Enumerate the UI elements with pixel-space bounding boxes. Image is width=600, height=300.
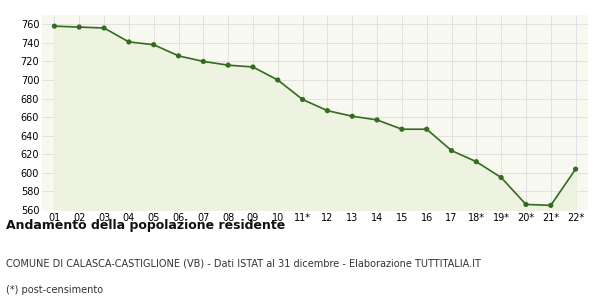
Point: [99, 26, 109, 30]
Point: [149, 42, 158, 47]
Point: [472, 159, 481, 164]
Text: Andamento della popolazione residente: Andamento della popolazione residente: [6, 219, 285, 232]
Point: [223, 63, 233, 68]
Point: [248, 64, 258, 69]
Point: [74, 25, 84, 29]
Point: [546, 203, 556, 208]
Point: [571, 167, 580, 172]
Point: [323, 108, 332, 113]
Point: [496, 175, 506, 180]
Point: [199, 59, 208, 64]
Text: (*) post-censimento: (*) post-censimento: [6, 285, 103, 295]
Point: [347, 114, 357, 118]
Point: [422, 127, 431, 132]
Point: [273, 78, 283, 82]
Point: [124, 40, 134, 44]
Point: [397, 127, 407, 132]
Text: COMUNE DI CALASCA-CASTIGLIONE (VB) - Dati ISTAT al 31 dicembre - Elaborazione TU: COMUNE DI CALASCA-CASTIGLIONE (VB) - Dat…: [6, 258, 481, 268]
Point: [174, 53, 184, 58]
Point: [521, 202, 531, 207]
Point: [447, 148, 457, 153]
Point: [372, 118, 382, 122]
Point: [50, 24, 59, 28]
Point: [298, 97, 307, 102]
